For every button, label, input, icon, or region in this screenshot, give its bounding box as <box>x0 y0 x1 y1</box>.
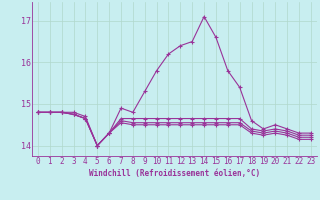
X-axis label: Windchill (Refroidissement éolien,°C): Windchill (Refroidissement éolien,°C) <box>89 169 260 178</box>
